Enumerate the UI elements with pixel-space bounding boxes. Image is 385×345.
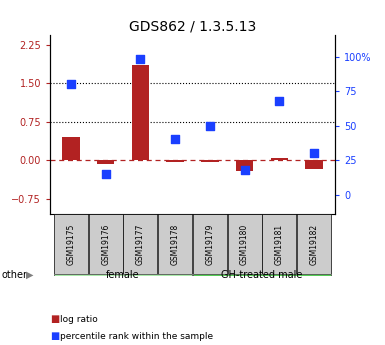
Bar (62, 137, 80, 160)
Point (68, 81, 74, 87)
Text: GSM19179: GSM19179 (205, 224, 214, 265)
Bar (193, 214, 227, 274)
Point (207, 123, 213, 128)
Bar (89, 214, 123, 274)
Text: GH-treated male: GH-treated male (221, 270, 303, 280)
Bar (97, 160, 114, 164)
Bar (54, 214, 88, 274)
Text: ■: ■ (50, 332, 59, 341)
Point (311, 150, 317, 156)
Text: ▶: ▶ (26, 270, 33, 280)
Bar (297, 214, 331, 274)
Text: GSM19176: GSM19176 (101, 224, 110, 265)
Bar (236, 160, 253, 171)
Point (137, 57, 144, 62)
Text: GSM19180: GSM19180 (240, 224, 249, 265)
Text: GSM19175: GSM19175 (66, 224, 75, 265)
Text: GSM19177: GSM19177 (136, 224, 145, 265)
Bar (271, 158, 288, 160)
Text: percentile rank within the sample: percentile rank within the sample (60, 332, 213, 341)
Text: ■: ■ (50, 314, 59, 324)
Bar (262, 214, 296, 274)
Text: GSM19178: GSM19178 (171, 224, 180, 265)
Bar (158, 214, 192, 274)
Title: GDS862 / 1.3.5.13: GDS862 / 1.3.5.13 (129, 19, 256, 33)
Bar (54, 274, 192, 276)
Bar (193, 274, 331, 276)
Bar (305, 160, 323, 169)
Text: female: female (106, 270, 140, 280)
Text: GSM19182: GSM19182 (310, 224, 319, 265)
Text: log ratio: log ratio (60, 315, 97, 324)
Bar (166, 160, 184, 162)
Bar (228, 214, 262, 274)
Bar (132, 65, 149, 160)
Point (241, 167, 248, 172)
Text: other: other (2, 270, 28, 280)
Point (172, 137, 178, 142)
Text: GSM19181: GSM19181 (275, 224, 284, 265)
Bar (201, 160, 219, 162)
Point (276, 98, 283, 104)
Bar (123, 214, 157, 274)
Point (102, 171, 109, 177)
